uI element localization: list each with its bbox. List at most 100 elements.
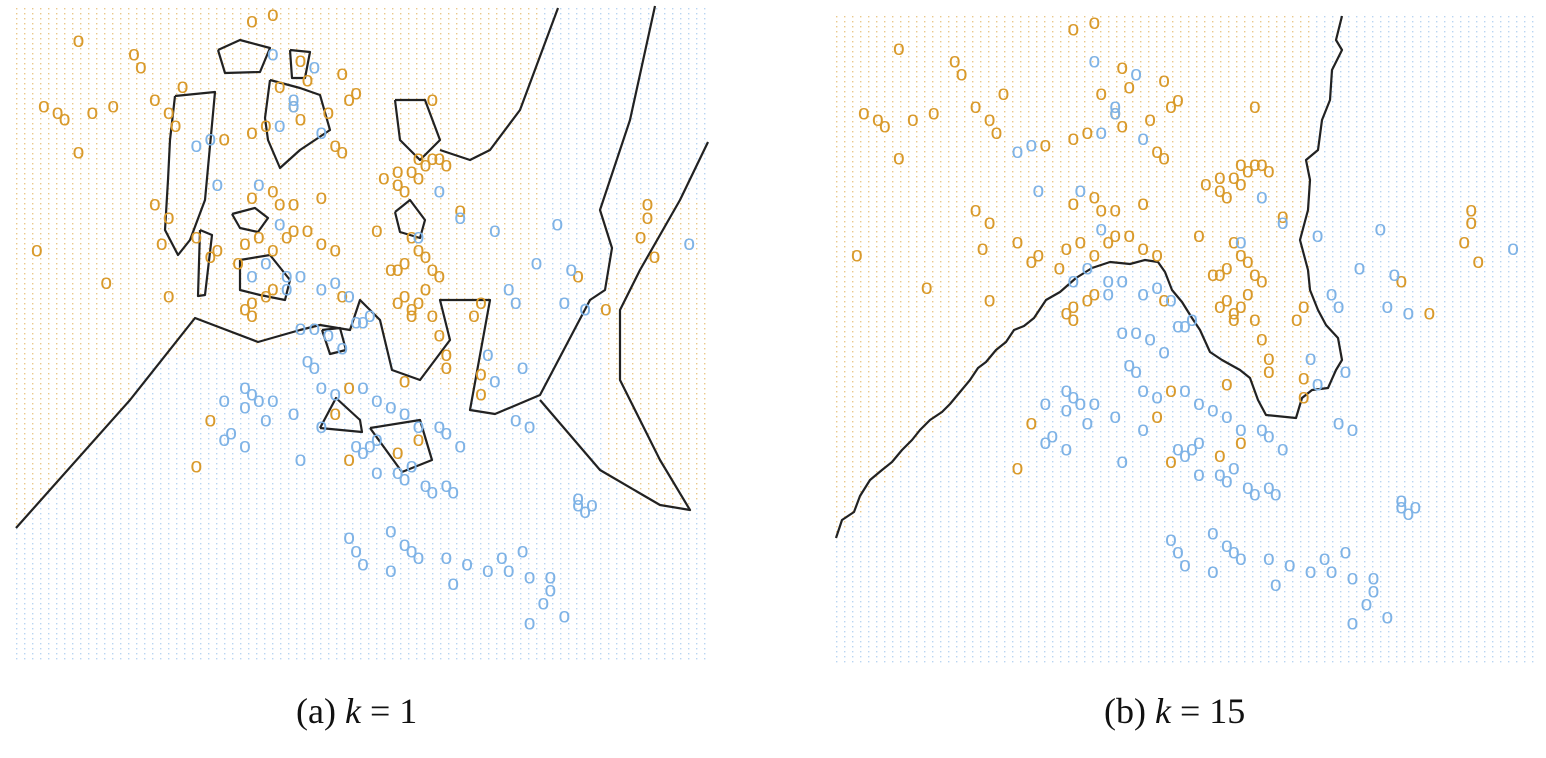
data-point: o xyxy=(1095,121,1107,144)
data-point: o xyxy=(1228,457,1240,480)
data-point: o xyxy=(1214,166,1226,189)
data-point: o xyxy=(1165,95,1177,118)
data-point: o xyxy=(1284,554,1296,577)
data-point: o xyxy=(420,245,432,268)
data-point: o xyxy=(288,95,300,118)
data-point: o xyxy=(1375,218,1387,241)
data-point: o xyxy=(288,95,300,118)
data-point: o xyxy=(86,101,98,124)
data-point: o xyxy=(579,500,591,523)
data-point: o xyxy=(204,245,216,268)
caption-a-eq: = 1 xyxy=(361,691,417,731)
data-point: o xyxy=(1326,560,1338,583)
data-point: o xyxy=(385,520,397,543)
data-point: o xyxy=(295,448,307,471)
data-point: o xyxy=(510,291,522,314)
caption-b-prefix: (b) xyxy=(1104,691,1155,731)
boundary-segment-7 xyxy=(238,253,292,302)
data-point: o xyxy=(1074,231,1086,254)
data-point: o xyxy=(1347,612,1359,635)
data-point: o xyxy=(475,363,487,386)
data-point: o xyxy=(156,232,168,255)
data-point: o xyxy=(1123,224,1135,247)
caption-a: (a) k = 1 xyxy=(296,690,417,732)
data-point: o xyxy=(413,147,425,170)
data-point: o xyxy=(336,284,348,307)
data-point: o xyxy=(246,382,258,405)
data-point: o xyxy=(246,186,258,209)
data-point: o xyxy=(1361,592,1373,615)
data-point: o xyxy=(970,198,982,221)
data-point: o xyxy=(413,239,425,262)
data-point: o xyxy=(316,232,328,255)
boundary-segment-2 xyxy=(439,7,560,162)
data-point: o xyxy=(1403,502,1415,525)
data-point: o xyxy=(1235,431,1247,454)
data-point: o xyxy=(1179,379,1191,402)
data-point: o xyxy=(1033,179,1045,202)
data-point: o xyxy=(984,108,996,131)
data-point: o xyxy=(295,49,307,72)
data-point: o xyxy=(1067,127,1079,150)
data-point: o xyxy=(949,50,961,73)
data-point: o xyxy=(1277,211,1289,234)
data-point: o xyxy=(1242,250,1254,273)
data-point: o xyxy=(420,154,432,177)
data-point: o xyxy=(420,278,432,301)
data-point: o xyxy=(1228,166,1240,189)
data-point: o xyxy=(1144,328,1156,351)
data-point: o xyxy=(281,265,293,288)
data-point: o xyxy=(1221,534,1233,557)
data-point: o xyxy=(1472,250,1484,273)
data-point: o xyxy=(31,239,43,262)
data-point: o xyxy=(1088,392,1100,415)
data-point: o xyxy=(1172,315,1184,338)
data-point: o xyxy=(1130,360,1142,383)
boundary-segment-0 xyxy=(834,15,1344,539)
data-point: o xyxy=(211,173,223,196)
data-point: o xyxy=(1095,82,1107,105)
data-point: o xyxy=(1368,567,1380,590)
data-point: o xyxy=(1326,282,1338,305)
data-point: o xyxy=(1081,121,1093,144)
data-point: o xyxy=(1214,295,1226,318)
data-point: o xyxy=(1235,295,1247,318)
data-point: o xyxy=(239,297,251,320)
data-point: o xyxy=(309,356,321,379)
data-point: o xyxy=(1151,405,1163,428)
data-point: o xyxy=(1228,231,1240,254)
data-point: o xyxy=(1151,386,1163,409)
data-point: o xyxy=(907,108,919,131)
data-point: o xyxy=(1249,153,1261,176)
data-point: o xyxy=(350,310,362,333)
data-point: o xyxy=(1465,211,1477,234)
data-point: o xyxy=(218,428,230,451)
data-point: o xyxy=(1116,269,1128,292)
data-point: o xyxy=(1340,541,1352,564)
data-point: o xyxy=(309,317,321,340)
data-point: o xyxy=(565,258,577,281)
data-point: o xyxy=(572,265,584,288)
data-point: o xyxy=(1228,541,1240,564)
data-point: o xyxy=(1040,431,1052,454)
data-point: o xyxy=(1116,450,1128,473)
data-point: o xyxy=(343,526,355,549)
data-point: o xyxy=(329,271,341,294)
data-point: o xyxy=(1333,295,1345,318)
data-point: o xyxy=(1137,418,1149,441)
data-point: o xyxy=(427,258,439,281)
data-point: o xyxy=(1026,412,1038,435)
data-point: o xyxy=(454,435,466,458)
data-point: o xyxy=(364,435,376,458)
data-point: o xyxy=(475,291,487,314)
data-point: o xyxy=(295,317,307,340)
data-point: o xyxy=(1109,101,1121,124)
data-point: o xyxy=(399,402,411,425)
data-point: o xyxy=(1242,282,1254,305)
data-point: o xyxy=(1067,17,1079,40)
data-point: o xyxy=(489,369,501,392)
data-point: o xyxy=(440,154,452,177)
data-point: o xyxy=(1109,198,1121,221)
data-point: o xyxy=(1507,237,1519,260)
